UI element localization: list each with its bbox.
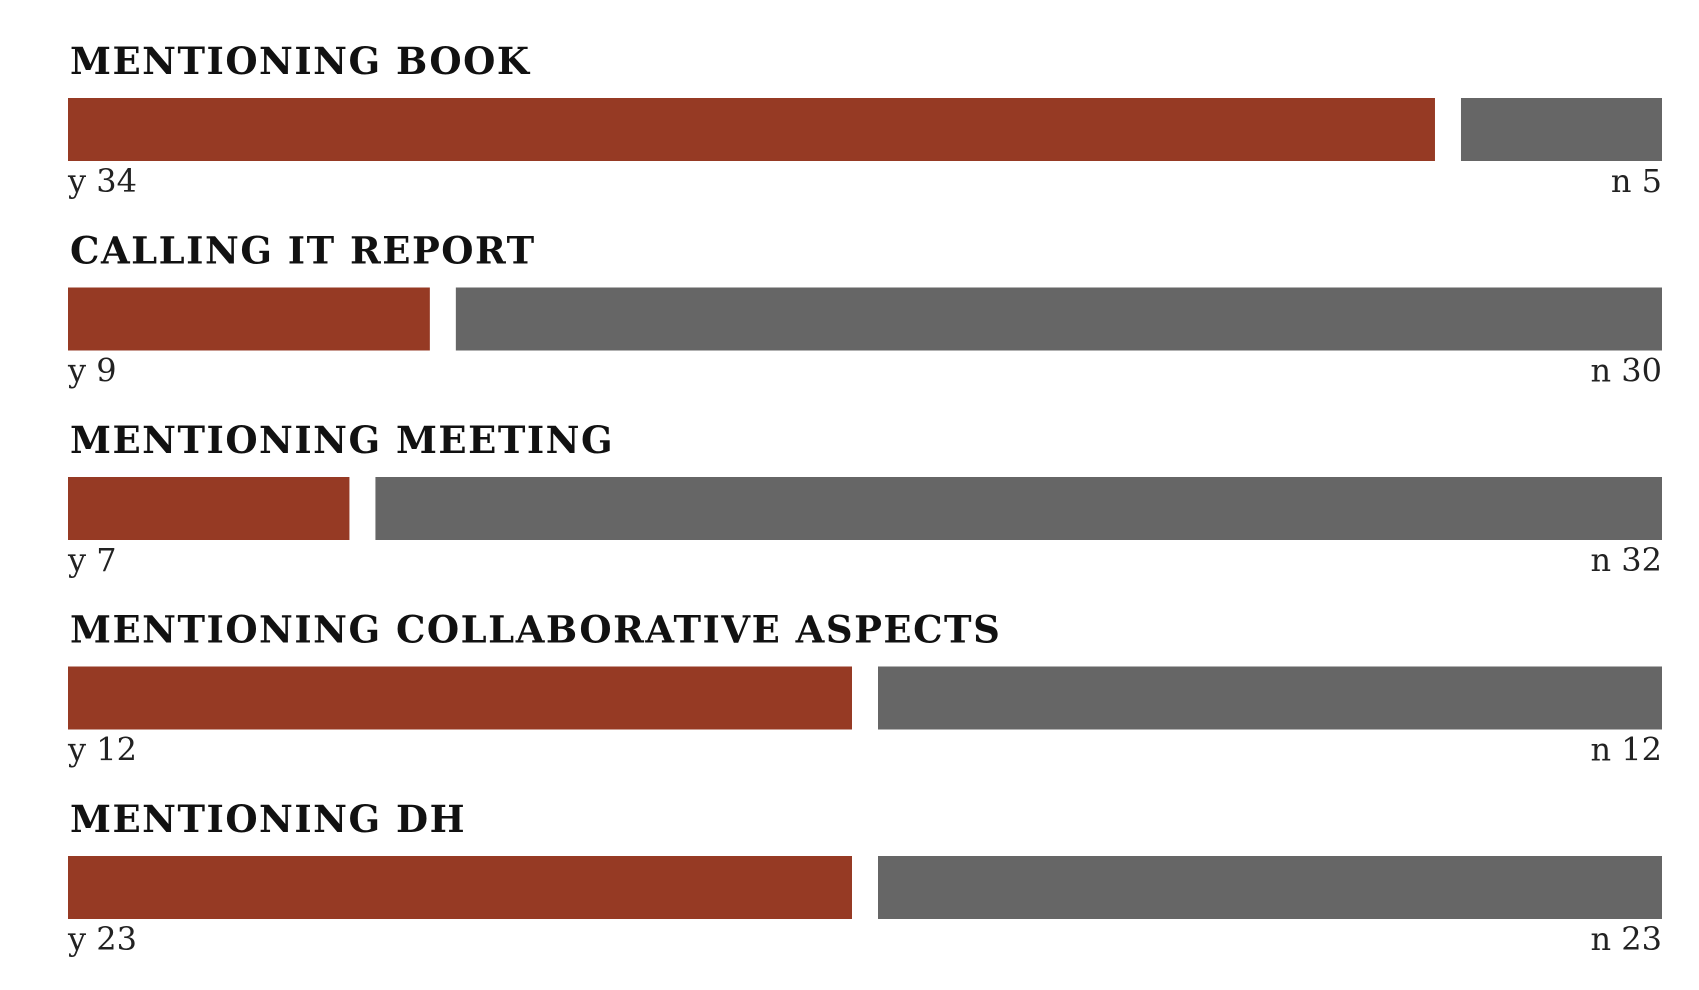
category-title: MENTIONING BOOK xyxy=(70,39,531,83)
bar-no xyxy=(878,856,1662,919)
bar-no xyxy=(1460,98,1662,161)
label-no: n 30 xyxy=(1591,352,1663,390)
label-no: n 23 xyxy=(1591,920,1663,958)
category-title: MENTIONING COLLABORATIVE ASPECTS xyxy=(70,608,1001,652)
bar-yes xyxy=(68,477,350,540)
label-no: n 12 xyxy=(1591,731,1663,769)
bar-no xyxy=(455,287,1662,351)
bar-no xyxy=(375,477,1662,540)
label-yes: y 12 xyxy=(67,731,137,769)
label-yes: y 9 xyxy=(67,352,117,390)
bar-yes xyxy=(68,98,1435,161)
label-yes: y 34 xyxy=(67,162,137,200)
bar-yes xyxy=(68,287,430,351)
bar-yes xyxy=(68,856,852,919)
bar-no xyxy=(878,666,1662,730)
bar-yes xyxy=(68,666,852,730)
label-no: n 5 xyxy=(1611,162,1662,200)
label-yes: y 7 xyxy=(67,541,117,579)
category-title: CALLING IT REPORT xyxy=(70,229,536,273)
label-no: n 32 xyxy=(1591,541,1663,579)
label-yes: y 23 xyxy=(67,920,137,958)
category-title: MENTIONING DH xyxy=(70,797,466,841)
category-title: MENTIONING MEETING xyxy=(70,418,614,462)
